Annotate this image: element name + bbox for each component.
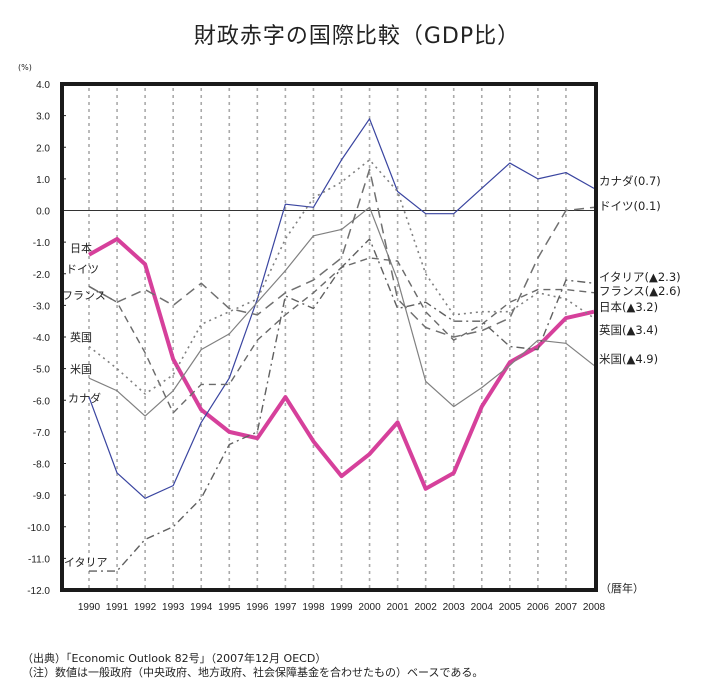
series-end-label: 英国(▲3.4): [599, 323, 658, 337]
x-tick-label: 1995: [218, 602, 241, 613]
x-tick-label: 2004: [471, 602, 494, 613]
x-tick-label: 1991: [106, 602, 129, 613]
y-tick-label: -5.0: [33, 365, 51, 376]
y-tick-label: -9.0: [33, 491, 51, 502]
series-end-labels: 日本(▲3.2) カナダ(0.7) 米国(▲4.9) ドイツ(0.1) フランス(▲2.…: [599, 174, 681, 366]
series-line: [88, 118, 595, 499]
y-tick-label: -10.0: [27, 523, 50, 534]
x-tick-label: 2003: [443, 602, 466, 613]
series-end-label: イタリア(▲2.3): [599, 270, 681, 284]
x-tick-label: 2008: [583, 602, 606, 613]
x-tick-label: 1990: [78, 602, 101, 613]
x-tick-label: 1992: [134, 602, 157, 613]
x-tick-label: 1994: [190, 602, 213, 613]
x-tick-label: 1997: [274, 602, 297, 613]
series-end-label: 米国(▲4.9): [599, 352, 658, 366]
y-tick-label: -8.0: [33, 460, 51, 471]
y-tick-label: 1.0: [36, 175, 50, 186]
y-tick-label: 3.0: [36, 112, 50, 123]
x-tick-label: 2001: [386, 602, 409, 613]
series-end-label: カナダ(0.7): [599, 174, 661, 188]
series-end-label: 日本(▲3.2): [599, 300, 658, 314]
series-start-label: イタリア: [64, 556, 108, 569]
y-tick-label: -3.0: [33, 301, 51, 312]
y-tick-label: -11.0: [28, 554, 50, 565]
y-tick-label: -6.0: [33, 396, 51, 407]
x-tick-label: 1999: [330, 602, 353, 613]
y-tick-label: -1.0: [33, 238, 51, 249]
y-axis-ticks: 4.0 3.0 2.0 1.0 0.0 -1.0 -2.0 -3.0 -4.0 -5.0 -6.0 -…: [27, 80, 66, 597]
plot-frame: [60, 82, 598, 592]
y-tick-label: -7.0: [33, 428, 51, 439]
series-start-label: 日本: [70, 241, 92, 255]
grid-lines: [88, 88, 567, 588]
y-tick-label: 4.0: [36, 80, 50, 91]
y-tick-label: -2.0: [33, 270, 51, 281]
y-tick-label: -12.0: [27, 586, 50, 597]
series-lines: [88, 118, 595, 572]
x-axis-ticks: 1990 1991 1992 1993 1994 1995 1996 1997 1998 1999…: [78, 602, 606, 613]
series-start-label: 英国: [70, 330, 92, 344]
x-tick-label: 2002: [415, 602, 438, 613]
series-start-label: フランス: [62, 289, 106, 302]
footnotes: （出典）「Economic Outlook 82号」（2007年12月 OECD…: [22, 652, 483, 680]
series-end-label: フランス(▲2.6): [599, 284, 681, 298]
series-end-label: ドイツ(0.1): [599, 199, 661, 213]
source-note: （出典）「Economic Outlook 82号」（2007年12月 OECD…: [22, 652, 327, 665]
y-tick-label: 2.0: [36, 143, 50, 154]
series-start-label: カナダ: [68, 391, 101, 405]
y-axis-unit: (%): [18, 63, 32, 72]
y-tick-label: -4.0: [33, 333, 51, 344]
x-tick-label: 2006: [527, 602, 550, 613]
series-start-label: ドイツ: [66, 263, 99, 276]
chart-title: 財政赤字の国際比較（GDP比）: [193, 24, 521, 49]
series-start-label: 米国: [70, 363, 92, 376]
x-tick-label: 2005: [499, 602, 522, 613]
y-tick-label: 0.0: [36, 207, 50, 218]
x-tick-label: 2000: [358, 602, 381, 613]
x-tick-label: 1996: [246, 602, 269, 613]
x-tick-label: 1993: [162, 602, 185, 613]
x-axis-label: （暦年）: [600, 581, 644, 595]
x-tick-label: 1998: [302, 602, 325, 613]
data-note: （注）数値は一般政府（中央政府、地方政府、社会保障基金を合わせたもの）ベースであ…: [22, 666, 484, 679]
x-tick-label: 2007: [555, 602, 578, 613]
